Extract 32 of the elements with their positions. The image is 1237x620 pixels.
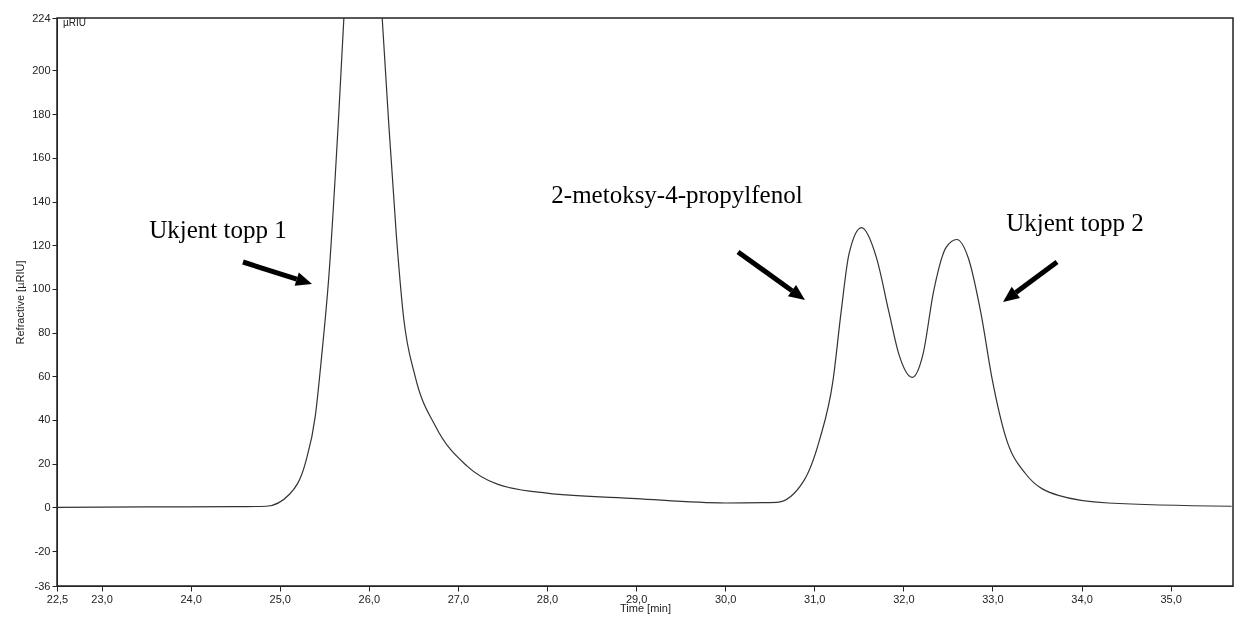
y-tick-label: 140 [32,195,51,208]
x-tick-label: 26,0 [358,592,381,605]
x-tick-label: 25,0 [269,592,291,605]
x-tick-label: 23,0 [91,592,113,605]
y-tick-label: 200 [32,63,51,76]
y-tick-label: 224 [32,11,51,24]
y-tick-label: 80 [38,326,51,339]
x-tick-label: 34,0 [1071,592,1093,605]
y-tick-label: -20 [34,544,51,557]
annotation: Ukjent topp 1 [149,215,287,243]
y-tick-label: -36 [34,579,51,592]
x-tick-label: 24,0 [180,592,202,605]
y-tick-label: 100 [32,282,51,295]
x-tick-label: 35,0 [1160,592,1182,605]
y-axis-title: Refractive [µRIU] [14,260,27,345]
x-tick-label: 32,0 [893,592,915,605]
y-tick-label: 40 [38,413,51,426]
y-tick-label: 0 [44,500,51,513]
y-tick-label: 160 [32,151,51,164]
y-tick-label: 20 [38,457,51,470]
x-tick-label: 22,5 [46,592,69,605]
annotation: µRIU [63,17,86,28]
y-tick-label: 180 [32,107,51,120]
annotation: Ukjent topp 2 [1006,208,1144,236]
y-tick-label: 60 [38,369,51,382]
y-tick-label: 120 [32,238,51,251]
annotation: 2-metoksy-4-propylfenol [551,180,803,208]
x-tick-label: 30,0 [714,592,737,605]
x-tick-label: 28,0 [536,592,559,605]
x-tick-label: 27,0 [447,592,470,605]
x-tick-label: 33,0 [982,592,1004,605]
x-tick-label: 31,0 [804,592,826,605]
